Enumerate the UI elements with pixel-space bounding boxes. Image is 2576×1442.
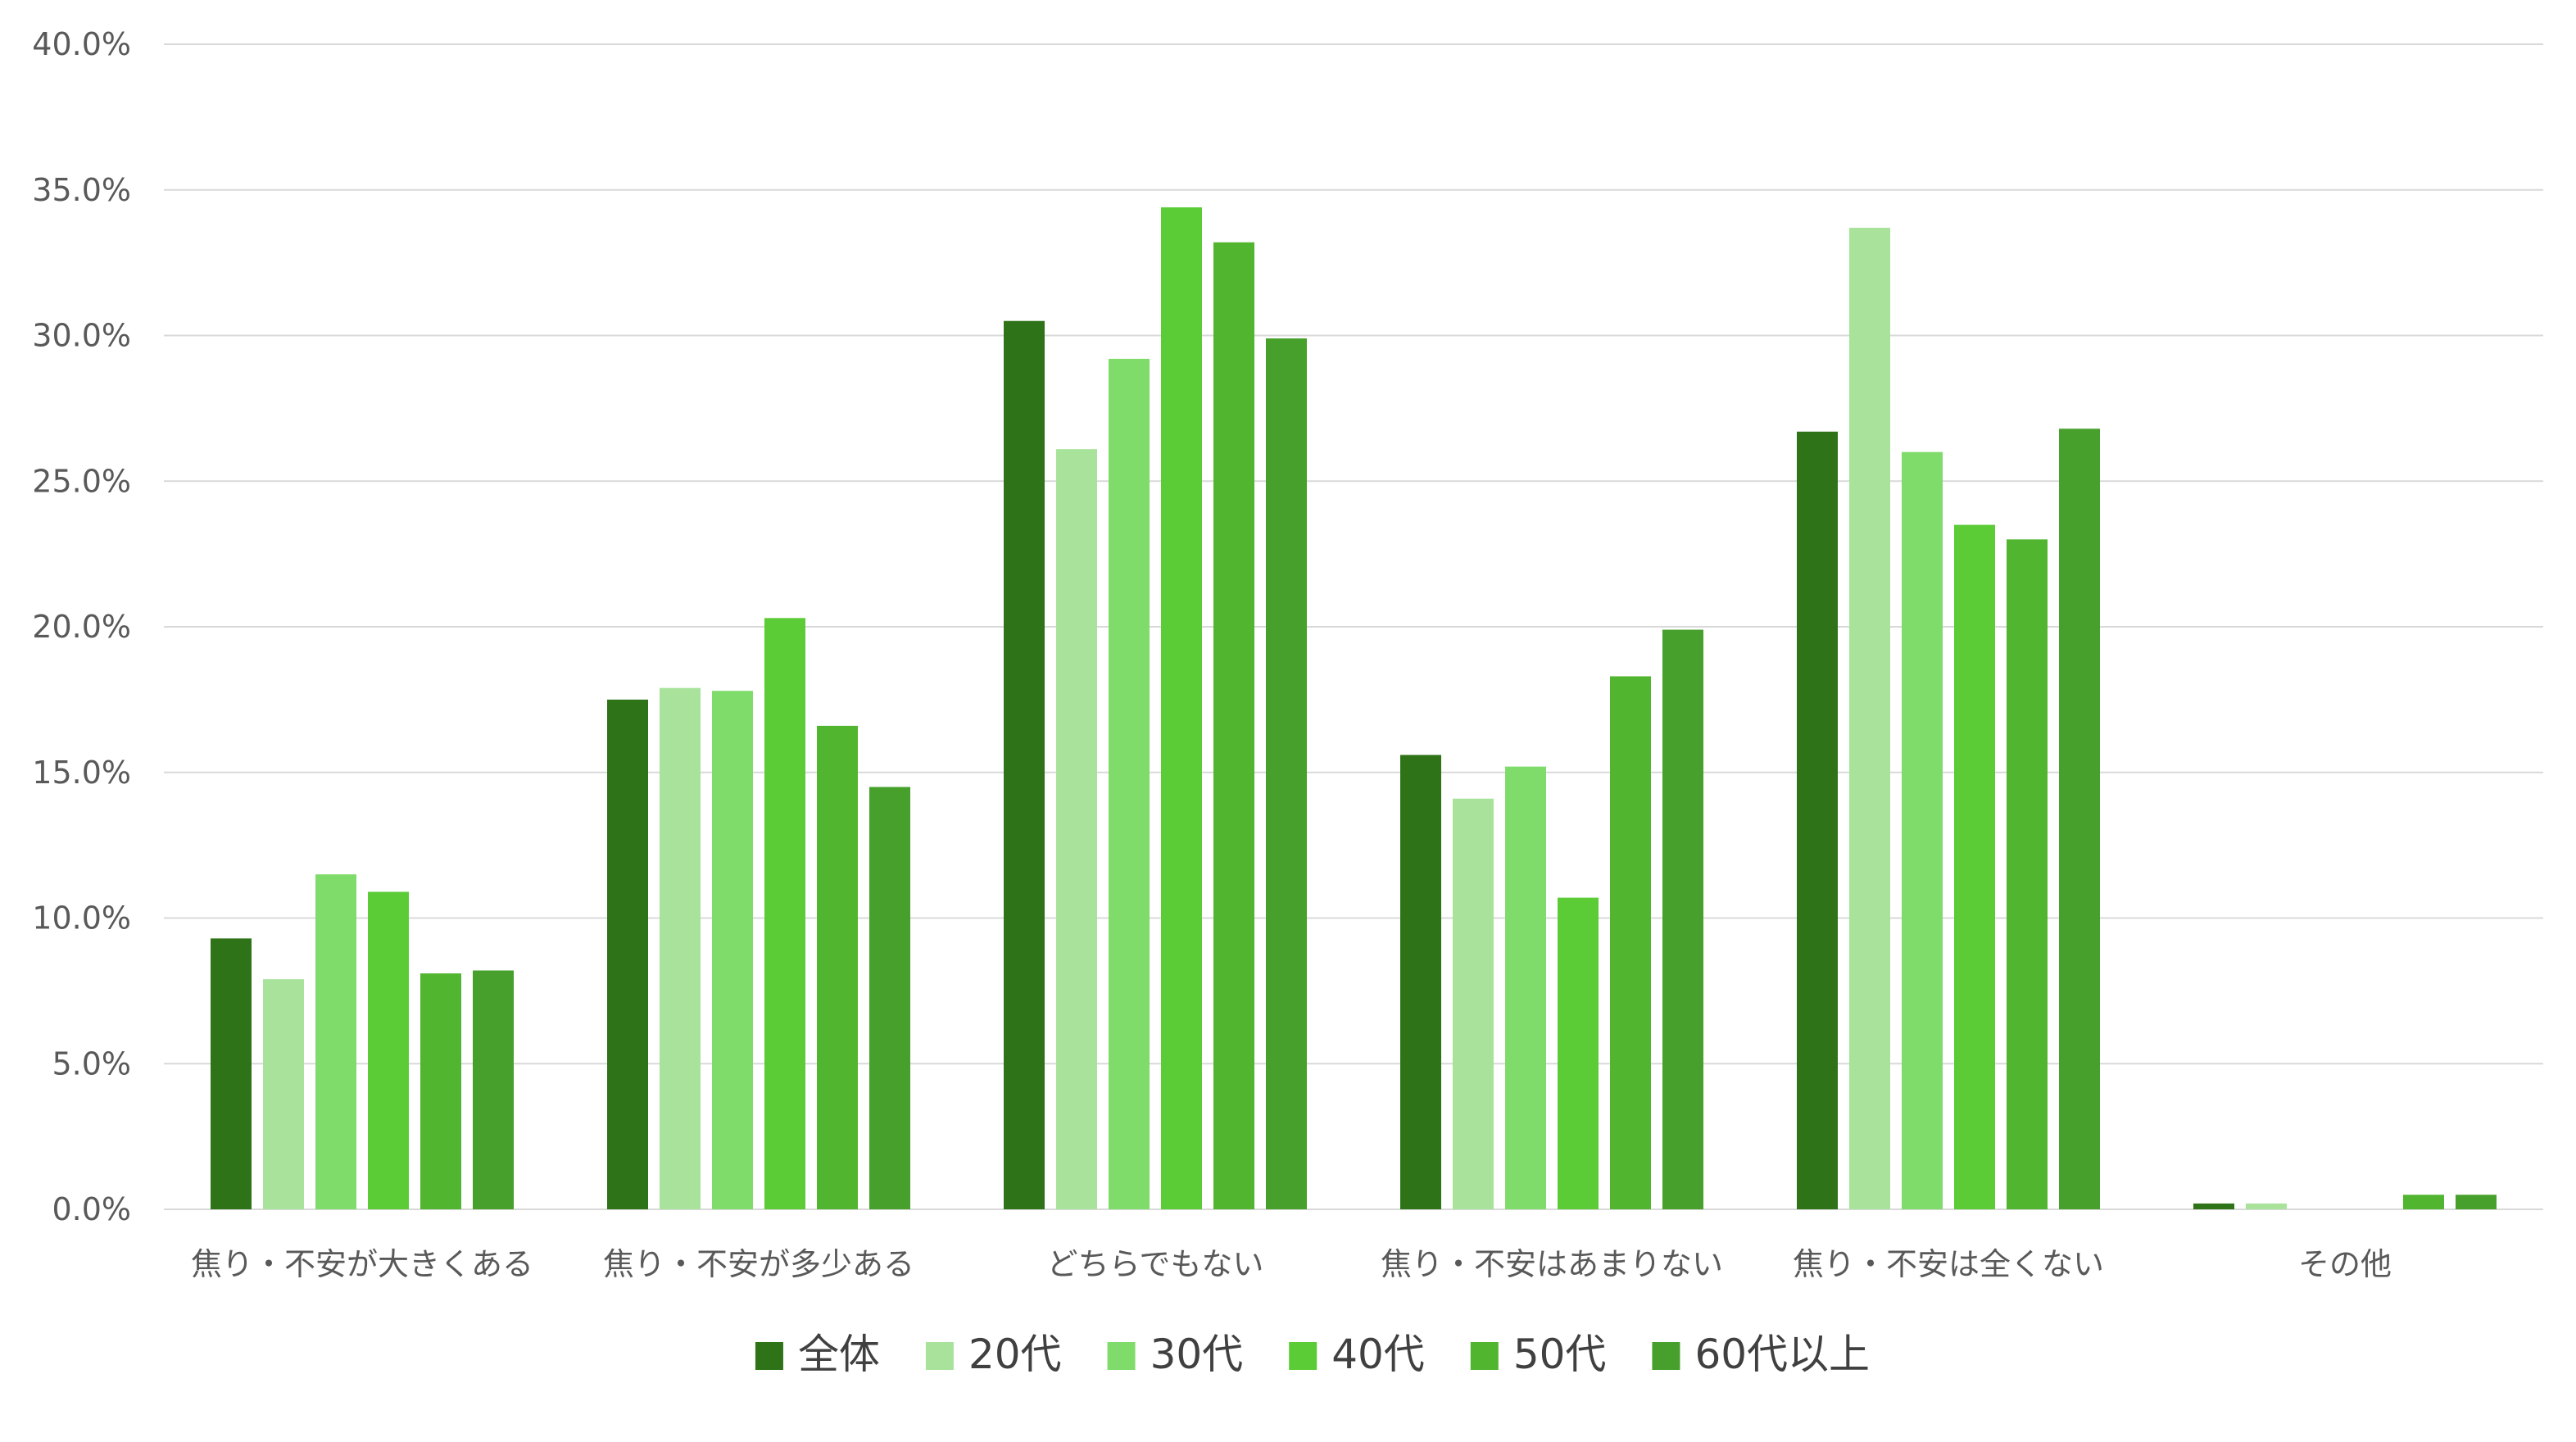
y-tick-label: 30.0% — [32, 318, 131, 354]
bar-5-0 — [2193, 1203, 2234, 1209]
bar-4-1 — [1849, 227, 1890, 1210]
legend-item-1: 20代 — [925, 1331, 1062, 1378]
bar-0-2 — [315, 874, 356, 1209]
bar-0-1 — [263, 979, 304, 1209]
legend-label: 40代 — [1331, 1331, 1425, 1378]
legend-swatch — [1652, 1342, 1680, 1370]
legend-item-0: 全体 — [755, 1331, 880, 1378]
bar-2-1 — [1056, 449, 1097, 1209]
legend-swatch — [1107, 1342, 1136, 1370]
bar-1-5 — [869, 787, 910, 1209]
bar-0-0 — [211, 938, 252, 1209]
bar-1-0 — [607, 699, 648, 1209]
bar-0-4 — [420, 973, 461, 1209]
bar-3-2 — [1505, 766, 1546, 1209]
legend-item-3: 40代 — [1289, 1331, 1425, 1378]
bar-3-5 — [1662, 629, 1703, 1209]
bar-3-1 — [1453, 798, 1494, 1209]
x-category-label: 焦り・不安はあまりない — [1381, 1246, 1723, 1282]
legend: 全体 20代 30代 40代 50代 60代以上 — [755, 1331, 1870, 1378]
legend-item-4: 50代 — [1470, 1331, 1607, 1378]
legend-swatch — [1289, 1342, 1317, 1370]
y-tick-label: 35.0% — [32, 172, 131, 208]
bar-4-3 — [1954, 524, 1995, 1209]
bar-2-3 — [1161, 207, 1202, 1210]
bar-3-0 — [1400, 755, 1441, 1209]
y-tick-label: 25.0% — [32, 463, 131, 499]
y-tick-label: 0.0% — [52, 1191, 131, 1227]
bar-4-0 — [1797, 431, 1838, 1209]
bars — [211, 207, 2497, 1210]
x-category-label: その他 — [2298, 1246, 2392, 1282]
x-category-label: 焦り・不安が大きくある — [191, 1246, 533, 1282]
bar-3-4 — [1610, 676, 1651, 1209]
bar-4-5 — [2059, 429, 2100, 1209]
x-category-label: 焦り・不安は全くない — [1793, 1246, 2104, 1282]
bar-3-3 — [1558, 897, 1599, 1209]
bar-4-4 — [2007, 539, 2048, 1209]
grid-lines — [164, 43, 2543, 1210]
x-category-label: 焦り・不安が多少ある — [603, 1246, 914, 1282]
bar-2-5 — [1266, 338, 1307, 1210]
bar-1-1 — [660, 687, 701, 1209]
bar-2-2 — [1109, 358, 1150, 1210]
bar-5-5 — [2456, 1195, 2497, 1209]
x-axis-category-labels: 焦り・不安が大きくある 焦り・不安が多少ある どちらでもない 焦り・不安はあまりない 焦… — [191, 1246, 2392, 1282]
y-axis-tick-labels: 0.0% 5.0% 10.0% 15.0% 20.0% 25.0% 30.0% 35.0% 40… — [32, 26, 131, 1227]
legend-label: 60代以上 — [1694, 1331, 1870, 1378]
x-category-label: どちらでもない — [1047, 1246, 1264, 1282]
bar-1-3 — [764, 618, 805, 1209]
bar-4-2 — [1902, 451, 1943, 1209]
legend-item-2: 30代 — [1107, 1331, 1244, 1378]
legend-item-5: 60代以上 — [1652, 1331, 1870, 1378]
y-tick-label: 15.0% — [32, 755, 131, 791]
bar-2-0 — [1004, 320, 1045, 1210]
bar-1-4 — [817, 725, 858, 1209]
bar-2-4 — [1213, 242, 1254, 1209]
legend-swatch — [1470, 1342, 1499, 1370]
legend-swatch — [755, 1342, 783, 1370]
legend-label: 全体 — [798, 1331, 880, 1378]
y-tick-label: 10.0% — [32, 900, 131, 936]
legend-label: 30代 — [1150, 1331, 1244, 1378]
y-tick-label: 20.0% — [32, 609, 131, 645]
y-tick-label: 5.0% — [52, 1045, 131, 1082]
legend-label: 50代 — [1513, 1331, 1607, 1378]
y-tick-label: 40.0% — [32, 26, 131, 62]
bar-1-2 — [712, 691, 753, 1209]
bar-5-1 — [2246, 1203, 2287, 1209]
bar-5-4 — [2403, 1195, 2444, 1209]
legend-label: 20代 — [968, 1331, 1062, 1378]
bar-0-5 — [473, 970, 514, 1209]
bar-0-3 — [368, 891, 409, 1209]
legend-swatch — [925, 1342, 954, 1370]
